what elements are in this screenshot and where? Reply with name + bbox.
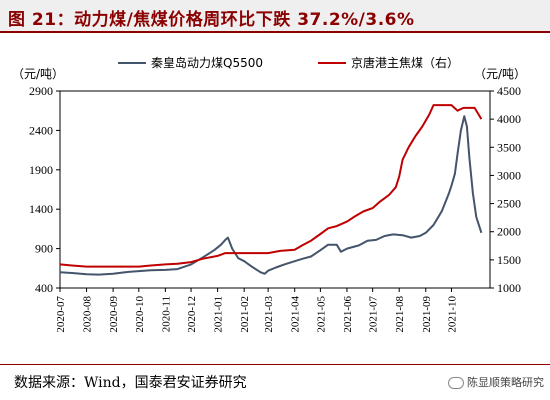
x-tick-label: 2021-06 bbox=[342, 296, 354, 333]
x-tick-label: 2021-07 bbox=[368, 296, 380, 333]
x-tick-label: 2021-10 bbox=[446, 296, 458, 333]
y-right-tick-label: 1000 bbox=[497, 281, 521, 295]
y-right-tick-label: 1500 bbox=[497, 253, 521, 267]
plot-frame bbox=[59, 90, 491, 289]
line-chart: 400 900 1400 1900 2400 2900 1000 1500 2000 2500 30… bbox=[12, 55, 526, 333]
x-tick-label: 2021-04 bbox=[290, 296, 302, 333]
x-tick-label: 2021-03 bbox=[263, 296, 275, 333]
y-left-tick-label: 1900 bbox=[29, 163, 53, 177]
y-left-tick-label: 1400 bbox=[29, 202, 53, 216]
figure-title: 图 21：动力煤/焦煤价格周环比下跌 37.2%/3.6% bbox=[8, 10, 415, 30]
footer-divider bbox=[0, 364, 550, 365]
series-line-1 bbox=[59, 115, 483, 276]
legend-label-2: 京唐港主焦煤（右） bbox=[351, 55, 459, 70]
x-tick-label: 2021-01 bbox=[213, 296, 225, 333]
x-tick-label: 2020-09 bbox=[108, 296, 120, 333]
x-tick-label: 2020-11 bbox=[160, 296, 172, 332]
y-right-axis-label: （元/吨） bbox=[474, 67, 526, 81]
y-left-tick-label: 2900 bbox=[29, 84, 53, 98]
y-right-tick-label: 2500 bbox=[497, 197, 521, 211]
legend-label-1: 秦皇岛动力煤Q5500 bbox=[151, 55, 263, 70]
x-tick-label: 2020-07 bbox=[55, 296, 67, 333]
y-right-tick-label: 3000 bbox=[497, 168, 521, 182]
source-note: 数据来源：Wind，国泰君安证券研究 bbox=[14, 375, 247, 391]
watermark-text: 陈显顺策略研究 bbox=[467, 376, 544, 389]
y-right-tick-label: 2000 bbox=[497, 225, 521, 239]
y-right-tick-label: 3500 bbox=[497, 140, 521, 154]
series-line-2 bbox=[59, 104, 483, 268]
y-left-axis-label: （元/吨） bbox=[12, 67, 64, 81]
x-tick-label: 2020-12 bbox=[186, 296, 198, 333]
y-right-tick-label: 4000 bbox=[497, 112, 521, 126]
watermark: 陈显顺策略研究 bbox=[448, 374, 544, 390]
x-tick-label: 2020-08 bbox=[82, 296, 94, 333]
y-right-tick-label: 4500 bbox=[497, 84, 521, 98]
wechat-icon bbox=[448, 377, 464, 389]
x-tick-label: 2021-02 bbox=[239, 296, 251, 333]
x-tick-label: 2021-09 bbox=[421, 296, 433, 333]
x-tick-label: 2021-08 bbox=[394, 296, 406, 333]
y-left-tick-label: 900 bbox=[35, 242, 53, 256]
y-left-tick-label: 400 bbox=[35, 281, 53, 295]
title-bar: 图 21：动力煤/焦煤价格周环比下跌 37.2%/3.6% bbox=[0, 0, 550, 33]
x-tick-label: 2021-05 bbox=[315, 296, 327, 333]
y-left-tick-label: 2400 bbox=[29, 123, 53, 137]
x-tick-label: 2020-10 bbox=[134, 296, 146, 333]
